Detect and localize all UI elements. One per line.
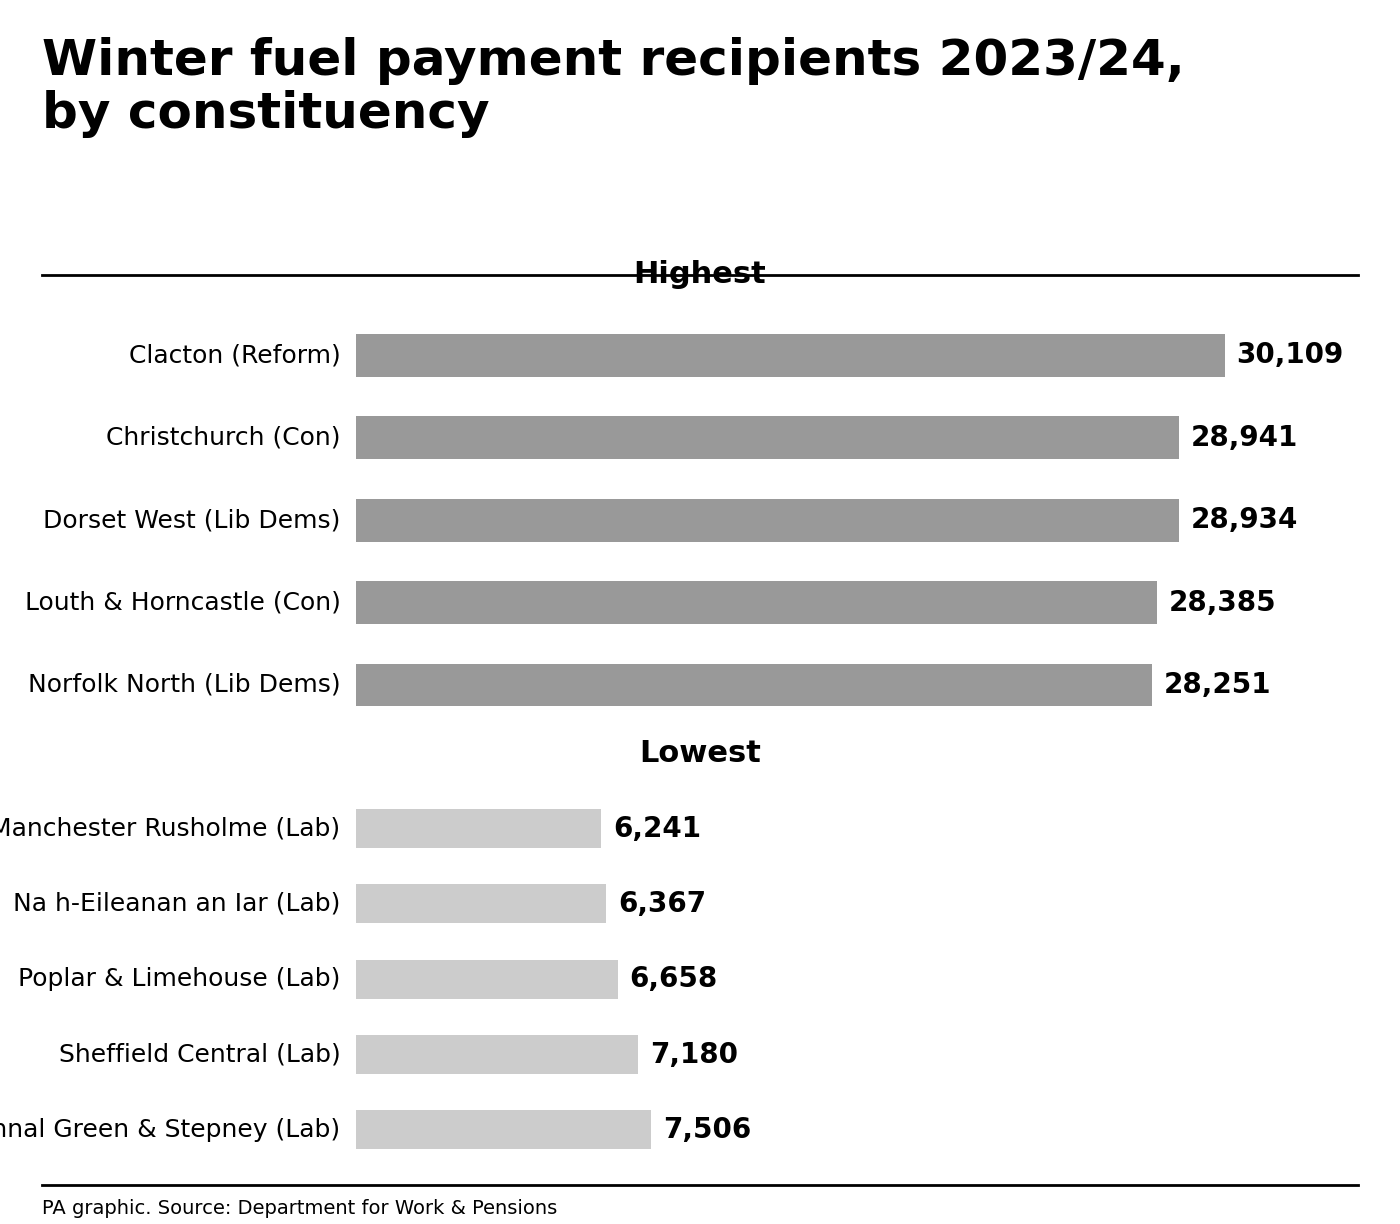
Text: 7,180: 7,180 bbox=[650, 1040, 738, 1069]
Bar bbox=[356, 809, 602, 848]
Text: PA graphic. Source: Department for Work & Pensions: PA graphic. Source: Department for Work … bbox=[42, 1198, 557, 1218]
Text: Clacton (Reform): Clacton (Reform) bbox=[129, 344, 340, 367]
Bar bbox=[356, 499, 1179, 541]
Text: Bethnal Green & Stepney (Lab): Bethnal Green & Stepney (Lab) bbox=[0, 1118, 340, 1142]
Text: Manchester Rusholme (Lab): Manchester Rusholme (Lab) bbox=[0, 816, 340, 841]
Bar bbox=[356, 663, 1152, 706]
Text: Sheffield Central (Lab): Sheffield Central (Lab) bbox=[59, 1043, 340, 1066]
Text: 7,506: 7,506 bbox=[664, 1116, 752, 1144]
Text: Dorset West (Lib Dems): Dorset West (Lib Dems) bbox=[43, 508, 340, 532]
Text: 28,934: 28,934 bbox=[1190, 507, 1298, 534]
Bar bbox=[356, 1110, 651, 1149]
Bar bbox=[356, 416, 1179, 459]
Bar bbox=[356, 960, 617, 999]
Text: 6,367: 6,367 bbox=[619, 890, 706, 918]
Text: 28,251: 28,251 bbox=[1163, 671, 1271, 699]
Text: Poplar & Limehouse (Lab): Poplar & Limehouse (Lab) bbox=[18, 967, 340, 991]
Bar bbox=[356, 334, 1225, 377]
Text: Lowest: Lowest bbox=[638, 739, 762, 767]
Text: Winter fuel payment recipients 2023/24,
by constituency: Winter fuel payment recipients 2023/24, … bbox=[42, 37, 1184, 138]
Text: Christchurch (Con): Christchurch (Con) bbox=[106, 426, 340, 449]
Text: 30,109: 30,109 bbox=[1236, 341, 1344, 370]
Text: 6,241: 6,241 bbox=[613, 814, 701, 842]
Bar bbox=[356, 884, 606, 923]
Text: Highest: Highest bbox=[634, 259, 766, 289]
Text: 28,385: 28,385 bbox=[1169, 589, 1277, 617]
Text: Na h-Eileanan an Iar (Lab): Na h-Eileanan an Iar (Lab) bbox=[13, 892, 340, 916]
Bar bbox=[356, 1036, 638, 1075]
Bar bbox=[356, 581, 1156, 624]
Text: Louth & Horncastle (Con): Louth & Horncastle (Con) bbox=[25, 591, 340, 614]
Text: 6,658: 6,658 bbox=[630, 966, 718, 993]
Text: Norfolk North (Lib Dems): Norfolk North (Lib Dems) bbox=[28, 673, 340, 696]
Text: 28,941: 28,941 bbox=[1190, 424, 1298, 452]
